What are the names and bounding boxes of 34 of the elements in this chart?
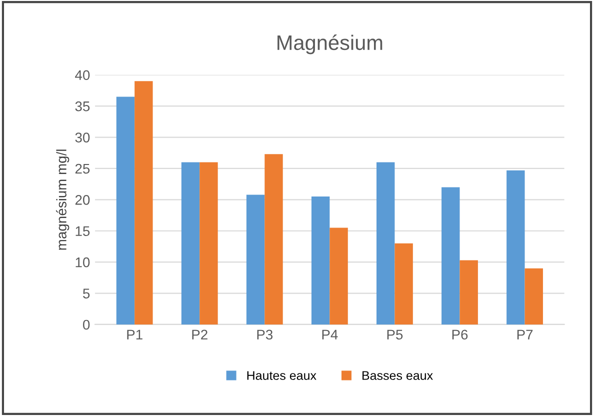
y-tick-label: 40	[75, 70, 90, 80]
y-tick-label: 20	[75, 195, 90, 205]
bar	[330, 228, 348, 324]
bar	[524, 268, 543, 324]
bar	[116, 96, 135, 324]
x-tick-label: P7	[517, 330, 533, 340]
bar	[394, 243, 413, 324]
bar	[506, 170, 525, 324]
y-axis-title: magnésium mg/l	[56, 150, 70, 250]
bar	[311, 196, 330, 324]
bar	[134, 81, 153, 324]
chart-title: Magnésium	[278, 34, 382, 54]
x-tick-label: P1	[127, 330, 142, 340]
y-tick-label: 0	[83, 320, 90, 330]
y-tick-label: 25	[75, 164, 90, 174]
x-tick-label: P2	[192, 330, 208, 340]
y-tick-label: 5	[83, 288, 90, 298]
x-tick-label: P5	[387, 330, 403, 340]
bar	[181, 162, 200, 324]
bar	[246, 194, 265, 324]
bar	[460, 260, 478, 324]
y-tick-label: 30	[75, 132, 90, 142]
legend-label: Basses eaux	[362, 371, 433, 380]
y-tick-label: 10	[76, 257, 90, 268]
y-tick-label: 35	[75, 101, 90, 112]
x-tick-label: P3	[257, 330, 273, 340]
x-tick-label: P6	[452, 330, 468, 340]
bar	[442, 187, 460, 324]
bar	[200, 162, 218, 324]
bar	[264, 154, 283, 324]
y-tick-label: 15	[76, 226, 90, 236]
legend-label: Hautes eaux	[247, 371, 316, 380]
x-tick-label: P4	[322, 330, 338, 340]
bar	[376, 162, 395, 324]
